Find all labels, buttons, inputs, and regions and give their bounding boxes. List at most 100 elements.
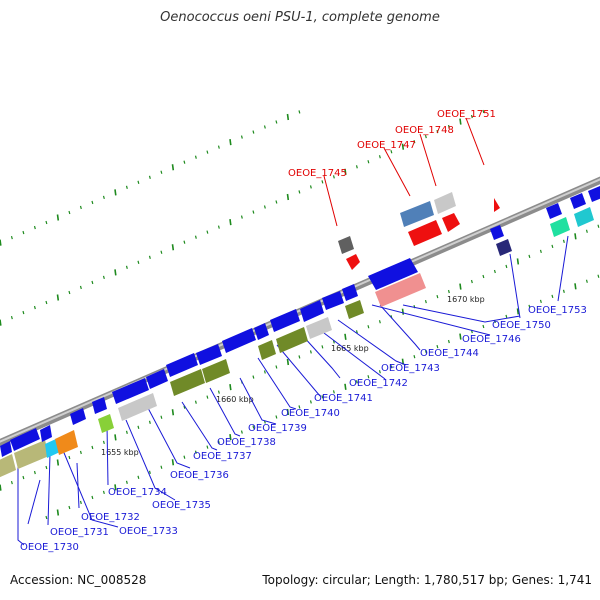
gene-block[interactable] (588, 186, 600, 202)
gene-block[interactable] (92, 397, 107, 414)
tick-mark (91, 495, 94, 500)
tick-mark (252, 375, 255, 379)
gene-block[interactable] (146, 369, 168, 389)
tick-mark (551, 294, 554, 299)
gene-block[interactable] (118, 393, 157, 421)
gene-block[interactable] (306, 317, 332, 339)
gene-label[interactable]: OEOE_1732 (81, 512, 140, 523)
tick-mark (562, 289, 565, 293)
gene-block[interactable] (494, 198, 500, 212)
gene-label-red[interactable]: OEOE_1747 (357, 140, 416, 151)
gene-block[interactable] (0, 441, 12, 457)
tick-mark (424, 299, 427, 304)
gene-label[interactable]: OEOE_1753 (528, 305, 587, 316)
gene-block[interactable] (550, 217, 570, 237)
gene-block[interactable] (574, 207, 594, 227)
gene-label[interactable]: OEOE_1741 (314, 393, 373, 404)
gene-block[interactable] (202, 359, 230, 383)
gene-block[interactable] (442, 213, 460, 232)
gene-block[interactable] (322, 291, 344, 310)
tick-mark (22, 475, 25, 480)
gene-block[interactable] (258, 340, 276, 360)
gene-label[interactable]: OEOE_1744 (420, 348, 479, 359)
tick-mark (56, 459, 60, 466)
tick-mark (229, 433, 232, 441)
gene-block[interactable] (270, 309, 300, 332)
gene-block[interactable] (345, 300, 364, 319)
gene-label-red[interactable]: OEOE_1745 (288, 168, 347, 179)
gene-label[interactable]: OEOE_1737 (193, 451, 252, 462)
gene-label[interactable]: OEOE_1746 (462, 334, 521, 345)
gene-block[interactable] (338, 236, 354, 254)
gene-label[interactable]: OEOE_1733 (119, 526, 178, 537)
gene-label[interactable]: OEOE_1742 (349, 378, 408, 389)
gene-block[interactable] (342, 284, 358, 301)
gene-block[interactable] (10, 428, 40, 451)
tick-mark (263, 125, 266, 129)
tick-mark (217, 440, 220, 444)
tick-mark (160, 170, 163, 174)
gene-label[interactable]: OEOE_1735 (152, 500, 211, 511)
gene-block[interactable] (254, 323, 269, 340)
gene-block[interactable] (112, 378, 149, 404)
tick-mark (516, 308, 520, 315)
tick-mark (344, 168, 347, 175)
tick-mark (10, 480, 13, 485)
tick-mark (505, 314, 508, 319)
gene-label[interactable]: OEOE_1743 (381, 363, 440, 374)
gene-block[interactable] (300, 300, 324, 322)
gene-label-red[interactable]: OEOE_1751 (437, 109, 496, 120)
tick-mark (45, 220, 48, 225)
gene-block[interactable] (434, 192, 456, 214)
gene-block[interactable] (170, 369, 205, 396)
gene-block[interactable] (375, 273, 426, 307)
tick-mark (240, 430, 243, 434)
tick-mark (493, 269, 496, 274)
tick-mark (194, 235, 197, 239)
gene-block[interactable] (70, 408, 86, 425)
gene-label[interactable]: OEOE_1750 (492, 320, 551, 331)
gene-block[interactable] (546, 203, 562, 219)
tick-mark (33, 470, 36, 475)
tick-mark (194, 450, 197, 454)
gene-block[interactable] (40, 425, 52, 442)
gene-block[interactable] (368, 258, 418, 290)
gene-label[interactable]: OEOE_1739 (248, 423, 307, 434)
gene-block[interactable] (55, 430, 78, 455)
gene-block[interactable] (14, 440, 49, 469)
tick-mark (79, 500, 82, 505)
gene-label[interactable]: OEOE_1730 (20, 542, 79, 553)
tick-mark (114, 269, 117, 276)
tick-mark (171, 459, 175, 466)
gene-label[interactable]: OEOE_1740 (281, 408, 340, 419)
gene-block[interactable] (570, 193, 586, 209)
tick-mark (217, 225, 220, 229)
tick-mark (102, 490, 105, 495)
tick-mark (482, 274, 485, 279)
gene-label[interactable]: OEOE_1731 (50, 527, 109, 538)
gene-block[interactable] (98, 414, 114, 433)
gene-block[interactable] (276, 327, 308, 353)
tick-mark (91, 200, 94, 205)
gene-block[interactable] (222, 328, 256, 353)
gene-block[interactable] (490, 225, 504, 240)
gene-block[interactable] (166, 353, 198, 377)
gene-label[interactable]: OEOE_1734 (108, 487, 167, 498)
tick-mark (470, 114, 473, 119)
gene-label[interactable]: OEOE_1736 (170, 470, 229, 481)
tick-mark (367, 325, 370, 329)
tick-mark (102, 275, 105, 280)
tick-mark (459, 333, 462, 340)
gene-label-red[interactable]: OEOE_1748 (395, 125, 454, 136)
tick-mark (148, 420, 151, 424)
gene-label[interactable]: OEOE_1738 (217, 437, 276, 448)
gene-block[interactable] (408, 220, 442, 246)
gene-block[interactable] (496, 239, 512, 256)
gene-block[interactable] (346, 254, 360, 270)
tick-mark (22, 230, 25, 235)
gene-block[interactable] (196, 344, 222, 365)
gene-block[interactable] (0, 454, 16, 478)
tick-mark (286, 113, 290, 121)
gene-block[interactable] (400, 201, 434, 227)
